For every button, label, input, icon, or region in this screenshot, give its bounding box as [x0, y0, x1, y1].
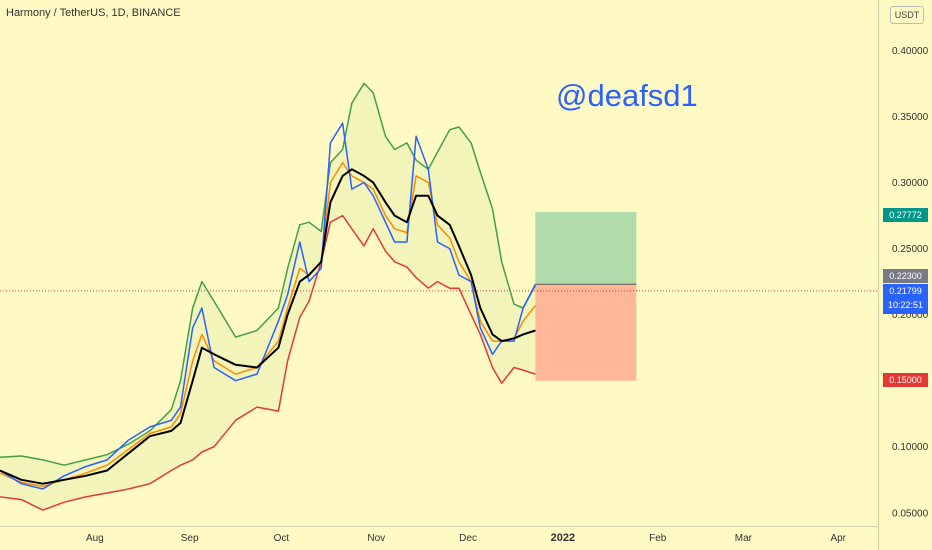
- countdown-value: 10:22:51: [887, 300, 924, 310]
- x-tick-label: Aug: [86, 533, 104, 544]
- current-price-value: 0.21799: [889, 286, 922, 296]
- orange-series-line: [0, 161, 536, 488]
- x-tick-label: 2022: [551, 532, 575, 544]
- entry-price-tag: 0.22300: [883, 269, 928, 283]
- target-zone: [535, 211, 637, 285]
- current-price-tag: 0.21799 10:22:51: [883, 284, 928, 314]
- x-tick-label: Feb: [649, 533, 667, 544]
- y-tick-label: 0.20000: [892, 310, 929, 321]
- lower-series-line: [0, 214, 536, 511]
- stop-zone: [535, 284, 637, 381]
- black-series-line: [0, 168, 536, 485]
- y-tick-label: 0.25000: [892, 244, 929, 255]
- target-price-tag: 0.27772: [883, 208, 928, 222]
- chart-title: Harmony / TetherUS, 1D, BINANCE: [6, 7, 181, 19]
- y-tick-label: 0.10000: [892, 442, 929, 453]
- x-tick-label: Sep: [181, 533, 199, 544]
- watermark-text: @deafsd1: [556, 78, 698, 113]
- y-tick-label: 0.05000: [892, 508, 929, 519]
- stop-price-tag: 0.15000: [883, 373, 928, 387]
- y-tick-label: 0.35000: [892, 112, 929, 123]
- price-series-line: [0, 122, 537, 490]
- x-tick-label: Oct: [274, 533, 290, 544]
- y-tick-label: 0.40000: [892, 46, 929, 57]
- x-tick-label: Nov: [367, 533, 385, 544]
- channel-fill: [0, 83, 536, 511]
- y-tick-label: 0.30000: [892, 178, 929, 189]
- currency-unit-button[interactable]: USDT: [890, 6, 924, 24]
- x-tick-label: Apr: [830, 533, 846, 544]
- x-tick-label: Dec: [459, 533, 477, 544]
- x-tick-label: Mar: [735, 533, 753, 544]
